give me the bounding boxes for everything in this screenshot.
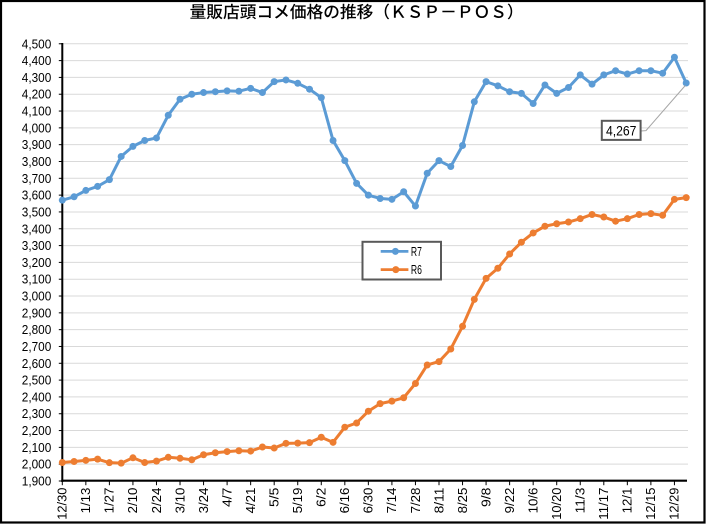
- svg-text:4,200: 4,200: [22, 87, 52, 102]
- svg-text:1,900: 1,900: [22, 474, 52, 489]
- svg-text:2,500: 2,500: [22, 373, 52, 388]
- svg-text:2/10: 2/10: [125, 488, 140, 514]
- svg-text:6/30: 6/30: [361, 488, 376, 514]
- svg-text:12/29: 12/29: [667, 488, 682, 520]
- svg-text:2,200: 2,200: [22, 423, 52, 438]
- svg-text:3,700: 3,700: [22, 171, 52, 186]
- svg-text:6/16: 6/16: [337, 488, 352, 514]
- svg-text:4,100: 4,100: [22, 104, 52, 119]
- svg-text:2,000: 2,000: [22, 457, 52, 472]
- svg-text:3,500: 3,500: [22, 204, 52, 219]
- svg-text:4/21: 4/21: [243, 488, 258, 514]
- svg-text:1/13: 1/13: [78, 488, 93, 514]
- svg-text:8/25: 8/25: [455, 488, 470, 514]
- svg-text:11/3: 11/3: [573, 488, 588, 514]
- svg-text:2,300: 2,300: [22, 406, 52, 421]
- svg-text:3/10: 3/10: [172, 488, 187, 514]
- svg-text:4/7: 4/7: [219, 488, 234, 507]
- svg-text:5/19: 5/19: [290, 488, 305, 514]
- svg-text:6/2: 6/2: [314, 488, 329, 507]
- svg-text:7/14: 7/14: [384, 488, 399, 514]
- svg-text:9/22: 9/22: [502, 488, 517, 514]
- svg-text:3,600: 3,600: [22, 188, 52, 203]
- svg-text:12/30: 12/30: [55, 488, 70, 520]
- svg-text:2,800: 2,800: [22, 322, 52, 337]
- svg-text:8/11: 8/11: [431, 488, 446, 514]
- svg-text:3,800: 3,800: [22, 154, 52, 169]
- svg-text:10/20: 10/20: [549, 488, 564, 520]
- svg-text:2,600: 2,600: [22, 356, 52, 371]
- svg-text:11/17: 11/17: [596, 488, 611, 520]
- svg-text:3,100: 3,100: [22, 272, 52, 287]
- svg-text:3,300: 3,300: [22, 238, 52, 253]
- svg-text:3,200: 3,200: [22, 255, 52, 270]
- svg-text:2,400: 2,400: [22, 389, 52, 404]
- svg-text:R7: R7: [411, 244, 422, 259]
- svg-text:3/24: 3/24: [196, 488, 211, 514]
- svg-text:2/24: 2/24: [149, 488, 164, 514]
- svg-text:4,000: 4,000: [22, 120, 52, 135]
- svg-text:5/5: 5/5: [266, 488, 281, 507]
- svg-text:3,400: 3,400: [22, 221, 52, 236]
- svg-text:10/6: 10/6: [525, 488, 540, 514]
- svg-text:3,000: 3,000: [22, 289, 52, 304]
- svg-text:3,900: 3,900: [22, 137, 52, 152]
- svg-text:1/27: 1/27: [102, 488, 117, 514]
- svg-text:4,300: 4,300: [22, 70, 52, 85]
- svg-text:12/15: 12/15: [643, 488, 658, 520]
- svg-text:9/8: 9/8: [478, 488, 493, 507]
- svg-text:2,900: 2,900: [22, 305, 52, 320]
- svg-text:R6: R6: [411, 262, 422, 277]
- svg-text:7/28: 7/28: [408, 488, 423, 514]
- svg-text:4,400: 4,400: [22, 53, 52, 68]
- svg-text:4,500: 4,500: [22, 36, 52, 51]
- svg-text:2,700: 2,700: [22, 339, 52, 354]
- svg-text:4,267: 4,267: [606, 123, 637, 138]
- svg-text:2,100: 2,100: [22, 440, 52, 455]
- svg-text:12/1: 12/1: [620, 488, 635, 514]
